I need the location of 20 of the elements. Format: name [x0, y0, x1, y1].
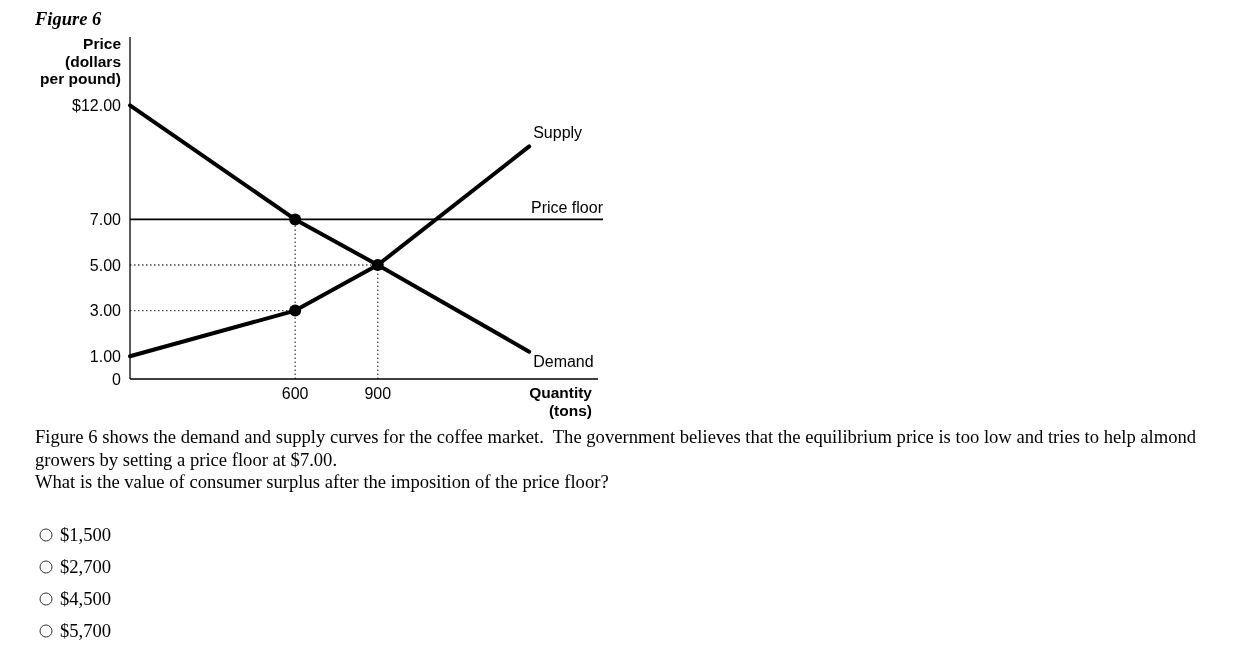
y-tick-label: $12.00 [72, 97, 122, 114]
caption: Figure 6 shows the demand and supply curves for the coffee market. The government believes that the equilibrium price is too low and tries to help almond growers by setting a price floor at $7.00. [35, 426, 1197, 470]
text: $2,700 [60, 556, 112, 577]
y-tick-label: 3.00 [89, 302, 122, 320]
y-tick-label: 5.00 [89, 256, 122, 274]
ref-line-label: Price floor [530, 199, 604, 217]
text: $4,500 [60, 588, 112, 609]
series-label: Demand [533, 352, 594, 370]
text: $1,500 [60, 524, 112, 545]
text: What is the value of consumer surplus after the imposition of the price floor? [35, 471, 609, 492]
y-tick-label: 1.00 [89, 347, 122, 365]
chart-title: Figure 6 [34, 9, 103, 29]
y-tick-label: 7.00 [89, 211, 122, 228]
x-tick-label: 600 [281, 384, 309, 402]
series-label: Supply [533, 124, 583, 142]
x-tick-label: 900 [364, 384, 392, 402]
y-axis-title: Price (dollars per pound) [40, 35, 122, 87]
y-tick-label: 0 [112, 370, 122, 388]
text: $5,700 [60, 620, 112, 641]
x-axis-title: Quantity (tons) [529, 384, 593, 419]
